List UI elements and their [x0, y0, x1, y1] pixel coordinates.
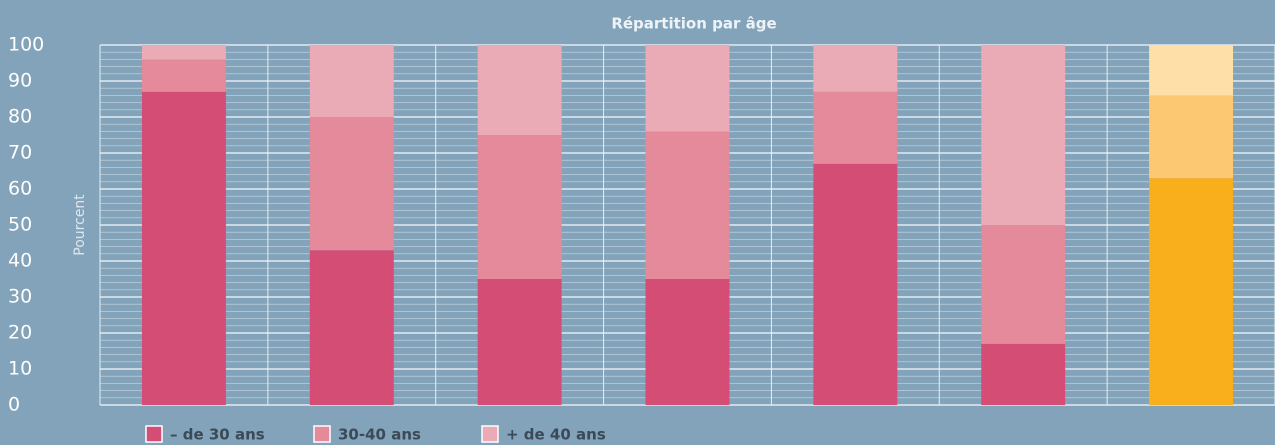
bar-segment — [309, 45, 394, 117]
bar-segment — [141, 91, 226, 406]
y-tick-label: 50 — [8, 214, 32, 236]
y-axis-label: Pourcent — [72, 194, 88, 256]
bar-segment — [813, 45, 898, 92]
bar-segment — [981, 45, 1066, 225]
y-tick-label: 90 — [8, 70, 32, 92]
bar-segment — [1149, 45, 1234, 96]
bar-segment — [477, 45, 562, 135]
y-tick-label: 20 — [8, 322, 32, 344]
bar-segment — [813, 91, 898, 164]
bar-segment — [141, 45, 226, 60]
bar-segment — [645, 279, 730, 405]
legend-swatch — [145, 425, 163, 443]
legend-label: 30-40 ans — [338, 426, 421, 444]
bar-segment — [981, 343, 1066, 405]
legend-swatch — [481, 425, 499, 443]
y-tick-label: 30 — [8, 286, 32, 308]
legend-label: + de 40 ans — [506, 426, 606, 444]
bar-segment — [813, 163, 898, 405]
bar-segment — [309, 250, 394, 405]
y-tick-label: 60 — [8, 178, 32, 200]
bar-segment — [1149, 178, 1234, 405]
bar-segment — [1149, 95, 1234, 179]
y-tick-label: 0 — [8, 394, 20, 416]
bar-segment — [141, 59, 226, 92]
y-tick-label: 80 — [8, 106, 32, 128]
y-tick-label: 10 — [8, 358, 32, 380]
legend-swatch — [313, 425, 331, 443]
bar-segment — [645, 45, 730, 132]
bar-segment — [477, 135, 562, 279]
bar-segment — [309, 117, 394, 251]
bar-segment — [645, 131, 730, 279]
y-tick-label: 40 — [8, 250, 32, 272]
y-tick-label: 70 — [8, 142, 32, 164]
bar-segment — [981, 225, 1066, 344]
chart-title: Répartition par âge — [611, 15, 776, 33]
legend-label: – de 30 ans — [170, 426, 265, 444]
bar-segment — [477, 279, 562, 405]
y-tick-label: 100 — [8, 34, 44, 56]
